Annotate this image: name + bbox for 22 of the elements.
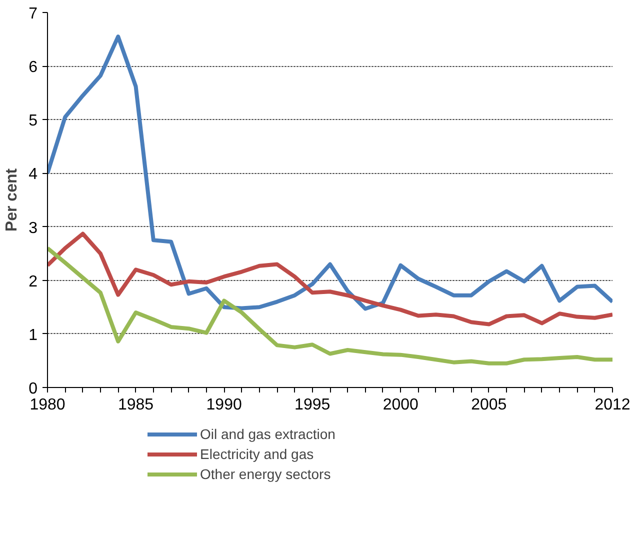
y-tick-label: 1	[28, 326, 38, 344]
x-tick-label: 1980	[30, 396, 66, 414]
x-tick-label: 2005	[471, 396, 507, 414]
x-tick-label: 2000	[382, 396, 419, 414]
y-tick-label: 7	[28, 6, 38, 22]
x-tick-label: 2012	[594, 396, 630, 414]
line-series	[48, 246, 612, 366]
y-tick-label: 6	[28, 59, 38, 76]
x-tick-label: 1985	[118, 396, 154, 414]
y-tick-label: 3	[28, 220, 38, 237]
y-tick-label: 0	[28, 380, 38, 398]
y-tick-label: 2	[28, 273, 38, 290]
y-axis-title: Per cent	[4, 168, 21, 232]
x-tick-label: 1990	[206, 396, 242, 414]
y-tick-label: 5	[28, 112, 38, 130]
line-series	[48, 232, 612, 326]
x-tick-label: 1995	[294, 396, 330, 414]
legend-label: Oil and gas extraction	[200, 425, 336, 444]
legend-label: Other energy sectors	[200, 465, 331, 484]
y-tick-label: 4	[28, 166, 38, 184]
legend-label: Electricity and gas	[200, 445, 314, 464]
line-series	[48, 34, 612, 311]
